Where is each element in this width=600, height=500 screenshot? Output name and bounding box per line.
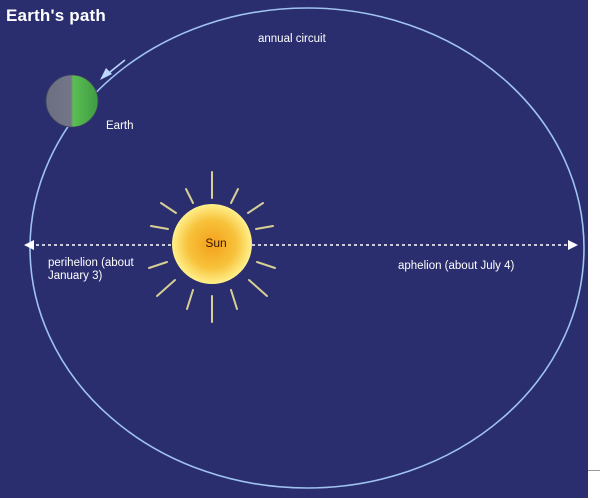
sun-icon	[172, 204, 252, 284]
aphelion-label: aphelion (about July 4)	[398, 260, 515, 272]
sun-label: Sun	[205, 236, 227, 250]
annual-circuit-label: annual circuit	[258, 33, 326, 45]
earth-label: Earth	[106, 120, 134, 132]
diagram-title: Earth's path	[6, 6, 106, 25]
edge-divider	[588, 470, 600, 471]
sun-rays	[148, 171, 276, 323]
diagram-panel: Earth's path annual circuit Earth Sun pe…	[0, 0, 588, 498]
orbit-ellipse	[29, 7, 585, 489]
earth-icon	[45, 74, 99, 128]
arrow-icon	[100, 59, 126, 80]
perihelion-label: perihelion (about January 3)	[48, 257, 134, 282]
major-axis-line	[24, 240, 578, 250]
orbit-diagram	[24, 7, 585, 489]
